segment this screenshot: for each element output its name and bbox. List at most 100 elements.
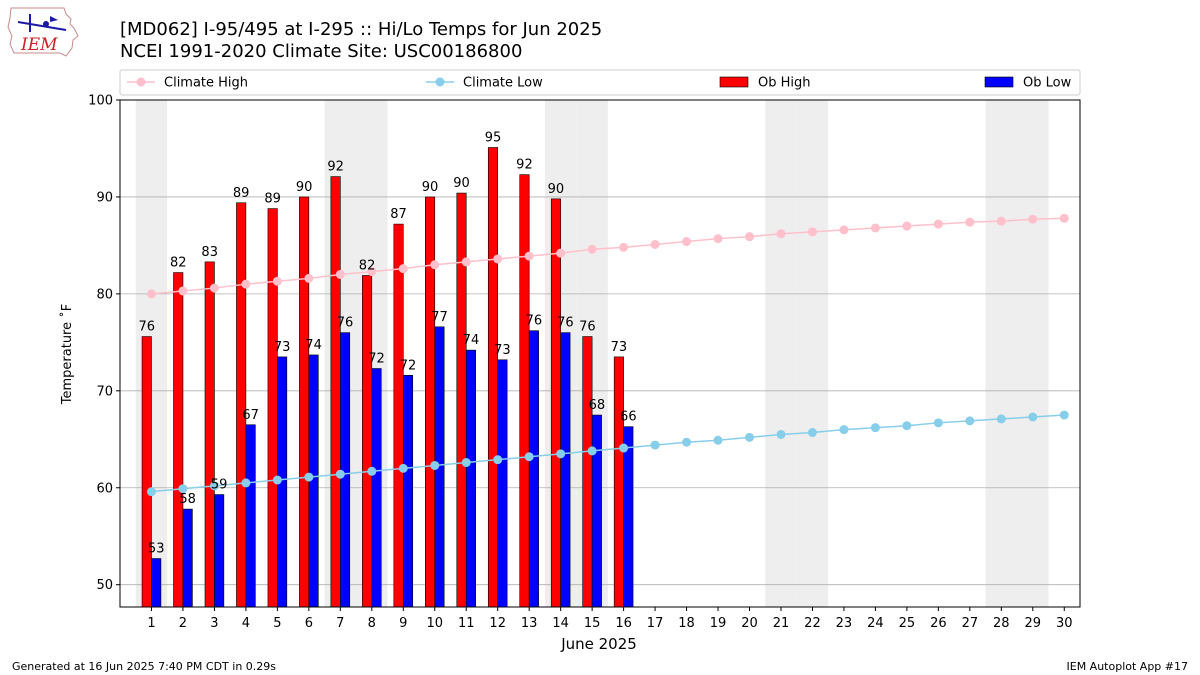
x-tick-label: 22: [804, 616, 821, 631]
climate-high-point: [272, 276, 282, 286]
climate-high-point: [398, 264, 408, 274]
climate-low-point: [776, 429, 786, 439]
climate-high-line: [151, 217, 1065, 295]
ob-low-bar: [214, 494, 225, 608]
climate-high-point: [304, 273, 314, 283]
y-tick-label: 80: [96, 287, 113, 302]
ob-high-bar: [425, 196, 436, 608]
legend-label-climate-high: Climate High: [164, 76, 248, 91]
legend-label-climate-low: Climate Low: [463, 76, 543, 91]
legend-item-ob-low: Ob Low: [984, 76, 1072, 91]
x-tick-label: 6: [305, 616, 313, 631]
climate-high-point: [367, 267, 377, 277]
ob-high-bar: [613, 356, 624, 608]
x-tick-label: 14: [552, 616, 569, 631]
ob-low-value-label: 74: [463, 333, 480, 348]
climate-high-point: [776, 229, 786, 239]
ob-low-value-label: 66: [620, 410, 637, 425]
climate-low-point: [178, 484, 188, 494]
weekend-shade-band: [796, 100, 829, 607]
ob-high-value-label: 76: [138, 320, 155, 335]
climate-low-point: [493, 455, 503, 465]
ob-high-bar: [456, 192, 467, 608]
ob-low-bar: [560, 332, 571, 608]
x-tick-label: 4: [242, 616, 250, 631]
ob-high-bar: [362, 275, 373, 608]
ob-low-bar: [182, 508, 193, 608]
weekend-shade-band: [765, 100, 797, 607]
ob-high-bar: [204, 261, 215, 608]
weekend-shade-band: [1017, 100, 1049, 607]
climate-low-point: [430, 460, 440, 470]
ob-low-bar: [528, 330, 539, 608]
ob-high-value-label: 92: [516, 158, 533, 173]
ob-high-bar: [141, 336, 152, 608]
ob-high-value-label: 89: [233, 186, 250, 201]
x-tick-label: 18: [678, 616, 695, 631]
ob-high-bar: [487, 147, 499, 608]
chart-subtitle: NCEI 1991-2020 Climate Site: USC00186800: [120, 41, 522, 62]
iem-logo: IEM: [7, 7, 79, 57]
climate-low-point: [1059, 410, 1069, 420]
ob-low-value-label: 74: [305, 338, 322, 353]
ob-low-bar: [497, 359, 508, 608]
climate-high-point: [1059, 213, 1069, 223]
ob-high-bar: [330, 176, 341, 608]
climate-high-point: [241, 279, 251, 289]
climate-high-point: [178, 286, 188, 296]
ob-high-value-label: 92: [327, 160, 344, 175]
app-credit: IEM Autoplot App #17: [1067, 660, 1189, 673]
climate-low-point: [146, 487, 156, 497]
x-axis: 1 2 3 4 5 6 7 8 9 10 11 12 13 14 15 16 17 18 19 20 21 22 23 24 2…: [147, 607, 1073, 631]
climate-high-point: [902, 221, 912, 231]
climate-low-line: [151, 414, 1065, 493]
climate-low-point: [619, 443, 629, 453]
climate-high-point: [807, 227, 817, 237]
x-tick-label: 8: [368, 616, 376, 631]
climate-high-point: [713, 234, 723, 244]
ob-high-value-label: 95: [485, 131, 502, 146]
climate-low-point: [650, 440, 660, 450]
ob-high-value-label: 90: [548, 182, 565, 197]
legend-box: [119, 69, 1081, 96]
x-tick-label: 19: [710, 616, 727, 631]
climate-high-point: [461, 257, 471, 267]
weekend-shade-band: [985, 100, 1018, 607]
climate-low-point: [272, 475, 282, 485]
climate-low-point: [870, 423, 880, 433]
y-tick-label: 100: [88, 94, 113, 109]
ob-low-value-label: 77: [431, 310, 448, 325]
ob-high-bar: [299, 196, 310, 608]
y-tick-label: 70: [96, 384, 113, 399]
climate-high-point: [587, 244, 597, 254]
ob-high-value-label: 82: [170, 256, 187, 271]
x-tick-label: 27: [962, 616, 979, 631]
x-tick-label: 21: [773, 616, 790, 631]
x-tick-label: 5: [273, 616, 281, 631]
climate-low-point: [745, 432, 755, 442]
climate-high-point: [209, 283, 219, 293]
legend-swatch-ob-high: [719, 76, 749, 88]
climate-low-point: [524, 452, 534, 462]
climate-low-point: [839, 425, 849, 435]
ob-high-bar: [236, 202, 247, 608]
x-tick-label: 11: [458, 616, 475, 631]
ob-high-bar: [267, 208, 278, 608]
climate-low-point: [682, 437, 692, 447]
x-tick-label: 3: [210, 616, 218, 631]
x-tick-label: 17: [647, 616, 664, 631]
y-tick-label: 50: [96, 578, 113, 593]
x-tick-label: 7: [336, 616, 344, 631]
chart-title: [MD062] I-95/495 at I-295 :: Hi/Lo Temps…: [120, 19, 602, 40]
x-tick-label: 25: [899, 616, 916, 631]
climate-low-point: [807, 428, 817, 438]
ob-low-bar: [402, 375, 414, 608]
legend-swatch-ob-low: [984, 76, 1014, 88]
observed-bars: [141, 147, 634, 608]
ob-high-bar: [173, 272, 184, 608]
y-tick-label: 60: [96, 481, 113, 496]
x-tick-label: 20: [741, 616, 758, 631]
ob-low-bar: [151, 558, 162, 608]
ob-low-value-label: 76: [337, 316, 354, 331]
